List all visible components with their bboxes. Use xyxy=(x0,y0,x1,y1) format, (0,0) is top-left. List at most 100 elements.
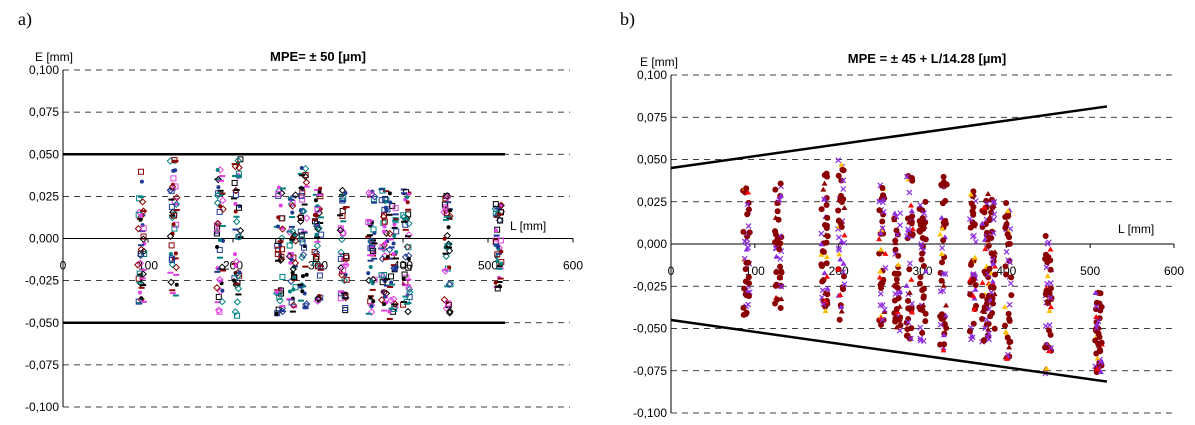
data-point xyxy=(365,218,372,225)
data-point xyxy=(392,205,399,212)
data-point xyxy=(741,285,748,292)
data-point xyxy=(494,207,501,210)
data-point xyxy=(836,246,843,253)
data-point xyxy=(1006,344,1013,350)
data-point xyxy=(370,201,377,204)
data-point xyxy=(744,189,751,195)
data-point xyxy=(837,256,844,262)
data-point xyxy=(278,189,286,197)
data-point xyxy=(391,226,398,229)
y-tick-label: 0,025 xyxy=(637,195,667,209)
data-point xyxy=(214,219,222,228)
data-point xyxy=(287,252,294,255)
data-point xyxy=(388,246,395,249)
data-point xyxy=(966,328,973,335)
data-point xyxy=(336,226,345,235)
data-point xyxy=(214,178,221,181)
data-point xyxy=(980,337,987,344)
data-point xyxy=(877,290,884,297)
data-point xyxy=(989,256,996,263)
data-point xyxy=(919,250,926,257)
data-point xyxy=(298,232,305,239)
data-point xyxy=(841,205,848,211)
data-point xyxy=(166,232,175,240)
data-point xyxy=(391,251,396,256)
data-point xyxy=(139,235,148,243)
data-point xyxy=(820,300,827,307)
data-point xyxy=(138,213,143,218)
data-point xyxy=(173,251,178,256)
data-point xyxy=(233,215,240,218)
data-point xyxy=(392,233,397,238)
data-point xyxy=(232,217,241,226)
data-point xyxy=(302,178,311,187)
data-point xyxy=(298,186,305,189)
data-point xyxy=(401,220,408,223)
data-point xyxy=(835,245,842,252)
data-point xyxy=(988,250,995,257)
data-point xyxy=(138,286,145,289)
data-point xyxy=(405,264,412,271)
x-tick-label: 500 xyxy=(478,259,498,273)
data-point xyxy=(171,157,178,164)
data-point xyxy=(405,288,414,296)
data-point xyxy=(941,341,948,348)
data-point xyxy=(340,276,349,285)
y-tick-label: -0,100 xyxy=(633,406,667,420)
data-point xyxy=(392,257,399,260)
data-point xyxy=(1044,280,1051,287)
data-point xyxy=(745,274,752,281)
data-point xyxy=(236,204,243,211)
data-point xyxy=(378,296,386,304)
chart-title: MPE= ± 50 [µm] xyxy=(270,49,366,64)
data-point xyxy=(940,282,947,288)
data-point xyxy=(1004,334,1011,341)
data-point xyxy=(1004,213,1011,220)
data-point xyxy=(445,247,454,255)
data-point xyxy=(824,214,831,221)
data-point xyxy=(138,244,145,247)
data-point xyxy=(215,293,222,300)
data-point xyxy=(1042,233,1049,240)
data-point xyxy=(922,198,929,205)
data-point xyxy=(969,208,976,215)
data-point xyxy=(343,190,348,195)
data-point xyxy=(1048,345,1054,352)
data-point xyxy=(986,306,992,312)
data-point xyxy=(232,252,237,257)
data-point xyxy=(213,230,220,237)
data-point xyxy=(495,252,502,255)
data-point xyxy=(276,224,281,229)
data-point xyxy=(499,261,504,266)
data-point xyxy=(942,271,949,277)
data-point xyxy=(819,278,826,285)
data-point xyxy=(168,251,173,256)
data-point xyxy=(1092,337,1099,344)
data-point xyxy=(777,255,784,262)
data-point xyxy=(402,217,409,220)
data-point xyxy=(312,193,319,196)
x-axis-label: L [mm] xyxy=(510,219,546,233)
data-point xyxy=(401,276,406,281)
data-point xyxy=(387,309,392,314)
data-point xyxy=(405,244,412,251)
data-point xyxy=(297,299,304,302)
y-axis-label: E [mm] xyxy=(35,50,73,64)
data-point xyxy=(302,291,307,296)
data-point xyxy=(277,240,284,243)
data-point xyxy=(381,206,388,213)
data-point xyxy=(337,248,345,257)
data-point xyxy=(906,289,913,295)
data-point xyxy=(840,269,847,275)
data-point xyxy=(279,305,286,308)
data-point xyxy=(381,229,386,234)
data-point xyxy=(286,242,293,249)
data-point xyxy=(877,321,884,328)
data-point xyxy=(279,187,286,190)
data-point xyxy=(378,255,387,263)
data-point xyxy=(317,189,322,194)
data-point xyxy=(917,274,924,281)
data-point xyxy=(1001,322,1008,329)
data-point xyxy=(1002,329,1009,335)
data-point xyxy=(174,282,179,287)
